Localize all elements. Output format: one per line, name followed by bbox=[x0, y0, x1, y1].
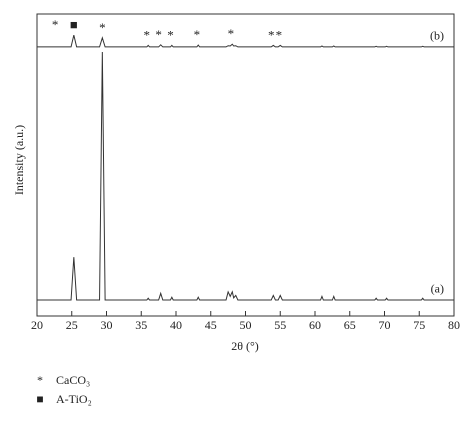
x-tick-label: 65 bbox=[344, 318, 356, 332]
x-tick-label: 45 bbox=[205, 318, 217, 332]
x-tick-label: 60 bbox=[309, 318, 321, 332]
legend-marker: * bbox=[37, 373, 43, 387]
x-tick-label: 75 bbox=[413, 318, 425, 332]
x-tick-label: 55 bbox=[274, 318, 286, 332]
peak-marker: * bbox=[144, 27, 151, 42]
series-line bbox=[37, 52, 454, 301]
x-tick-label: 35 bbox=[135, 318, 147, 332]
legend-label: CaCO₃ bbox=[56, 373, 90, 387]
series-label: (b) bbox=[430, 29, 444, 43]
series-label: (a) bbox=[431, 282, 444, 296]
x-tick-label: 50 bbox=[240, 318, 252, 332]
y-axis-label: Intensity (a.u.) bbox=[12, 125, 26, 195]
peak-marker: * bbox=[194, 27, 201, 42]
series-line bbox=[37, 35, 454, 48]
x-axis-label: 2θ (°) bbox=[231, 339, 259, 353]
x-tick-label: 30 bbox=[101, 318, 113, 332]
peak-marker: * bbox=[52, 17, 59, 32]
x-tick-label: 40 bbox=[170, 318, 182, 332]
x-tick-label: 25 bbox=[66, 318, 78, 332]
peak-marker: ■ bbox=[70, 17, 78, 32]
x-tick-label: 20 bbox=[31, 318, 43, 332]
peak-marker: * bbox=[155, 27, 162, 42]
peak-marker: * bbox=[99, 20, 106, 35]
legend-marker: ■ bbox=[36, 392, 43, 406]
x-tick-label: 80 bbox=[448, 318, 460, 332]
peak-marker: * bbox=[268, 27, 275, 42]
peak-marker: * bbox=[228, 26, 235, 41]
peak-marker: * bbox=[276, 27, 283, 42]
peak-marker: * bbox=[167, 27, 174, 42]
legend-label: A-TiO₂ bbox=[56, 392, 92, 406]
x-tick-label: 70 bbox=[379, 318, 391, 332]
